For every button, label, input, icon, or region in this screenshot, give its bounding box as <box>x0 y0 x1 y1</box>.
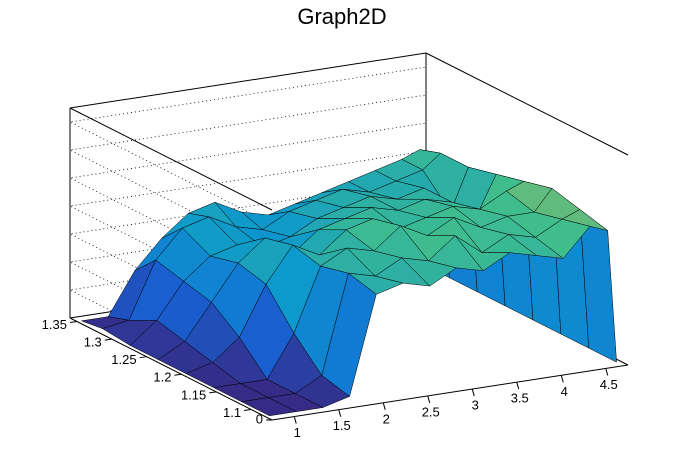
x-tick-label: 2 <box>383 411 390 426</box>
box-edge <box>69 107 273 211</box>
y-tick-label: 1.25 <box>111 352 136 367</box>
x-tick <box>338 409 342 417</box>
y-tick <box>209 391 217 394</box>
y-tick <box>104 338 112 341</box>
x-tick <box>382 402 386 410</box>
x-tick-label: 3.5 <box>511 391 529 406</box>
y-tick <box>244 408 252 411</box>
x-tick-label: 2.5 <box>422 404 440 419</box>
x-tick <box>605 368 609 376</box>
x-tick-label: 3 <box>472 398 479 413</box>
chart-title: Graph2D <box>297 4 386 29</box>
x-tick-label: 1 <box>294 425 301 440</box>
x-tick <box>427 395 431 404</box>
x-tick-label: 1.5 <box>333 418 351 433</box>
x-tick <box>516 382 520 390</box>
box-edge <box>425 52 629 156</box>
x-tick <box>471 388 475 397</box>
x-tick <box>293 416 297 424</box>
y-tick <box>69 321 78 324</box>
y-tick-label: 1.1 <box>223 405 241 420</box>
y-tick-label: 1.2 <box>153 370 171 385</box>
y-tick-label: 1.35 <box>42 317 67 332</box>
y-tick <box>174 373 182 376</box>
y-tick <box>139 356 147 359</box>
box-edge <box>69 52 427 109</box>
y-tick-label: 1.15 <box>181 387 206 402</box>
y-tick-label: 1.3 <box>84 335 102 350</box>
x-tick-label: 4 <box>561 384 568 399</box>
z-tick-label: 0 <box>256 411 263 426</box>
x-tick <box>560 375 564 383</box>
surface-cell <box>240 397 297 417</box>
x-tick-label: 4.5 <box>600 377 618 392</box>
box-edge <box>271 364 629 421</box>
